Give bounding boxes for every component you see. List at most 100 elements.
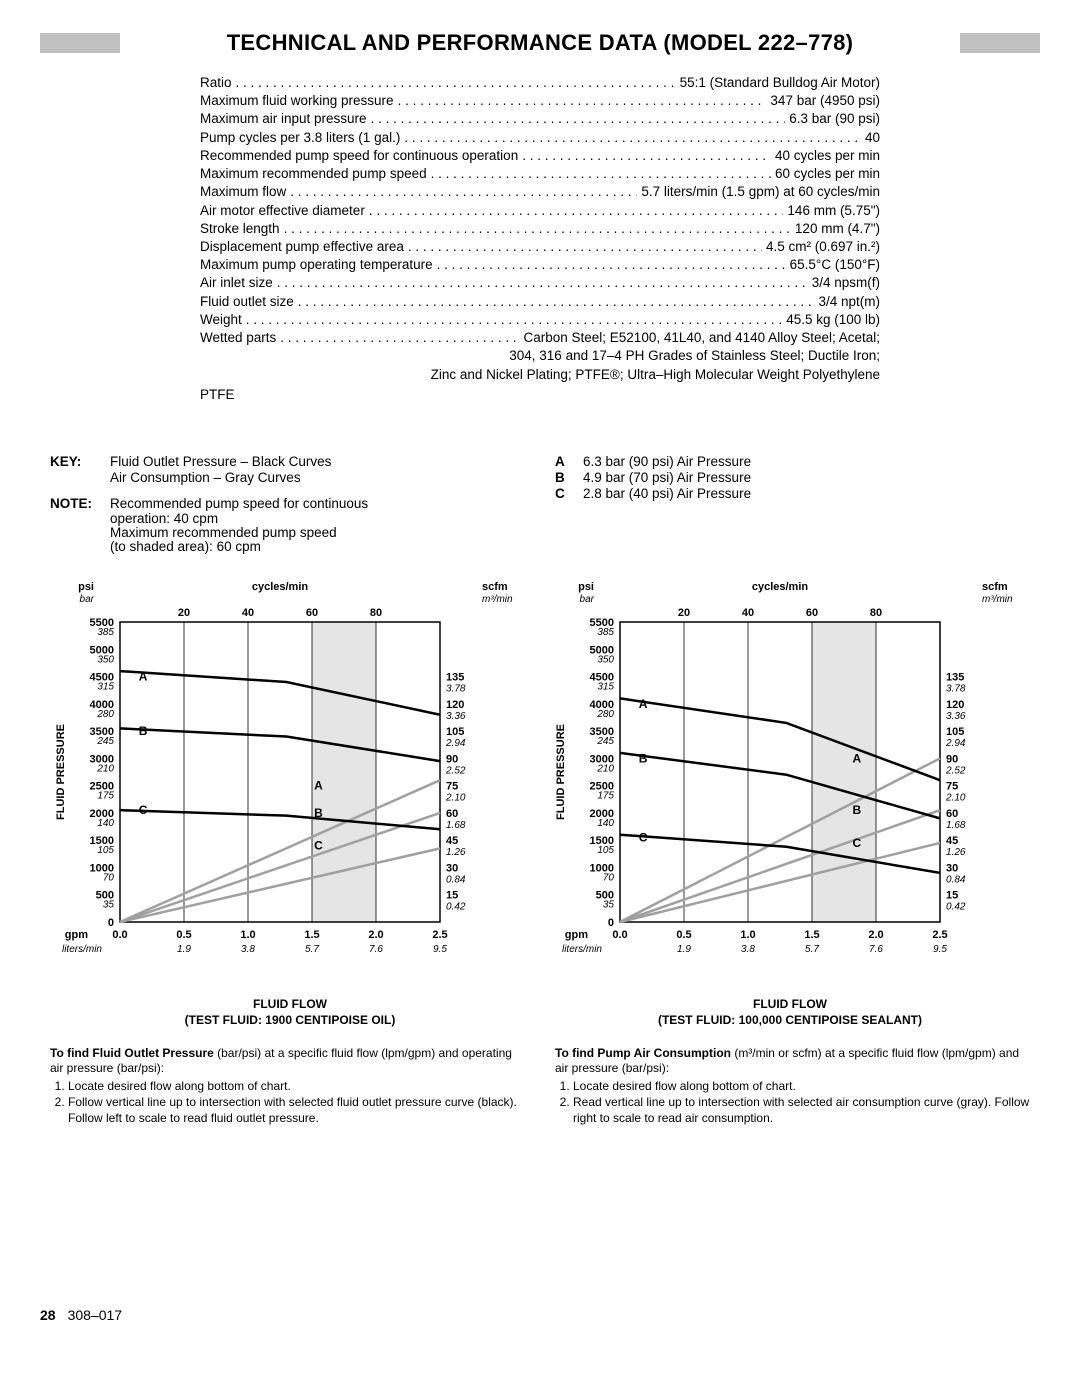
svg-text:1.68: 1.68 <box>446 820 466 831</box>
svg-text:A: A <box>639 697 648 711</box>
note-line-3: (to shaded area): 60 cpm <box>110 539 525 554</box>
spec-dots <box>371 110 786 128</box>
instr-left-bold: To find Fluid Outlet Pressure <box>50 1046 214 1060</box>
svg-text:FLUID PRESSURE: FLUID PRESSURE <box>55 724 67 820</box>
spec-label: Recommended pump speed for continuous op… <box>200 147 518 165</box>
chart2-svg: psibarcycles/minscfmm³/min20406080550050… <box>550 576 1030 986</box>
spec-dots <box>408 238 762 256</box>
chart2-caption2: (TEST FLUID: 100,000 CENTIPOISE SEALANT) <box>550 1013 1030 1029</box>
spec-value: 55:1 (Standard Bulldog Air Motor) <box>680 74 880 92</box>
spec-label: Wetted parts <box>200 329 276 347</box>
spec-dots <box>246 311 782 329</box>
svg-text:2.10: 2.10 <box>445 793 466 804</box>
svg-text:120: 120 <box>446 699 464 711</box>
title-row: TECHNICAL AND PERFORMANCE DATA (MODEL 22… <box>40 30 1040 56</box>
svg-text:60: 60 <box>806 607 818 619</box>
svg-text:0: 0 <box>108 917 114 929</box>
spec-row: Maximum air input pressure6.3 bar (90 ps… <box>200 110 880 128</box>
svg-text:245: 245 <box>96 736 114 747</box>
svg-text:210: 210 <box>596 763 614 774</box>
svg-text:7.6: 7.6 <box>869 944 883 955</box>
svg-text:5.7: 5.7 <box>805 944 819 955</box>
note-line-0: Recommended pump speed for continuous <box>110 496 525 511</box>
svg-text:bar: bar <box>580 594 595 605</box>
svg-text:3.78: 3.78 <box>446 683 466 694</box>
svg-text:60: 60 <box>946 808 958 820</box>
chart-left: psibarcycles/minscfmm³/min20406080550050… <box>50 576 530 1028</box>
svg-text:2.94: 2.94 <box>945 738 966 749</box>
spec-row: Wetted parts Carbon Steel; E52100, 41L40,… <box>200 329 880 347</box>
svg-text:2.5: 2.5 <box>432 929 447 941</box>
spec-row: Recommended pump speed for continuous op… <box>200 147 880 165</box>
svg-text:9.5: 9.5 <box>933 944 947 955</box>
svg-text:210: 210 <box>96 763 114 774</box>
svg-text:105: 105 <box>446 726 464 738</box>
spec-value: 65.5°C (150°F) <box>790 256 880 274</box>
svg-text:40: 40 <box>242 607 254 619</box>
spec-row: Maximum recommended pump speed60 cycles … <box>200 165 880 183</box>
spec-dots <box>437 256 786 274</box>
svg-text:90: 90 <box>446 753 458 765</box>
abc-value: 4.9 bar (70 psi) Air Pressure <box>583 470 1030 485</box>
abc-value: 6.3 bar (90 psi) Air Pressure <box>583 454 1030 469</box>
page-footer: 28308–017 <box>40 1307 1040 1323</box>
ptfe-line: PTFE <box>200 386 880 404</box>
spec-row: Ratio55:1 (Standard Bulldog Air Motor) <box>200 74 880 92</box>
spec-value: Carbon Steel; E52100, 41L40, and 4140 Al… <box>523 329 880 347</box>
svg-text:bar: bar <box>80 594 95 605</box>
abc-value: 2.8 bar (40 psi) Air Pressure <box>583 486 1030 501</box>
svg-text:2.10: 2.10 <box>945 793 966 804</box>
svg-text:scfm: scfm <box>482 581 508 593</box>
svg-text:m³/min: m³/min <box>482 594 513 605</box>
page-title: TECHNICAL AND PERFORMANCE DATA (MODEL 22… <box>120 30 960 56</box>
svg-text:1.68: 1.68 <box>946 820 966 831</box>
key-line-1: Air Consumption – Gray Curves <box>110 470 525 485</box>
svg-text:3.8: 3.8 <box>741 944 755 955</box>
abc-row: B4.9 bar (70 psi) Air Pressure <box>555 470 1030 485</box>
svg-text:105: 105 <box>597 845 614 856</box>
svg-text:C: C <box>314 839 323 853</box>
spec-value: 3/4 npsm(f) <box>812 274 880 292</box>
svg-text:2.0: 2.0 <box>368 929 383 941</box>
svg-text:0.0: 0.0 <box>612 929 627 941</box>
svg-text:3.36: 3.36 <box>446 711 466 722</box>
spec-dots <box>284 220 791 238</box>
svg-text:45: 45 <box>446 835 458 847</box>
spec-label: Air motor effective diameter <box>200 202 365 220</box>
chart1-svg: psibarcycles/minscfmm³/min20406080550050… <box>50 576 530 986</box>
chart1-caption1: FLUID FLOW <box>50 997 530 1013</box>
spec-value: 146 mm (5.75") <box>787 202 880 220</box>
svg-text:5.7: 5.7 <box>305 944 319 955</box>
spec-label: Weight <box>200 311 242 329</box>
svg-text:liters/min: liters/min <box>562 944 602 955</box>
svg-text:cycles/min: cycles/min <box>752 581 809 593</box>
svg-text:30: 30 <box>446 862 458 874</box>
spec-label: Air inlet size <box>200 274 273 292</box>
svg-text:0.5: 0.5 <box>176 929 191 941</box>
instruction-item: Follow vertical line up to intersection … <box>68 1095 525 1126</box>
svg-text:90: 90 <box>946 753 958 765</box>
spec-row: Maximum pump operating temperature65.5°C… <box>200 256 880 274</box>
spec-dots <box>290 183 637 201</box>
spec-row: Stroke length120 mm (4.7") <box>200 220 880 238</box>
spec-row: Air motor effective diameter 146 mm (5.75… <box>200 202 880 220</box>
svg-text:C: C <box>139 803 148 817</box>
svg-text:2.5: 2.5 <box>932 929 947 941</box>
spec-row: Weight45.5 kg (100 lb) <box>200 311 880 329</box>
chart1-caption2: (TEST FLUID: 1900 CENTIPOISE OIL) <box>50 1013 530 1029</box>
spec-label: Maximum recommended pump speed <box>200 165 427 183</box>
svg-text:scfm: scfm <box>982 581 1008 593</box>
spec-label: Maximum fluid working pressure <box>200 92 394 110</box>
svg-text:B: B <box>639 751 648 765</box>
svg-text:2.52: 2.52 <box>945 765 966 776</box>
abc-row: C2.8 bar (40 psi) Air Pressure <box>555 486 1030 501</box>
specs-block: Ratio55:1 (Standard Bulldog Air Motor)Ma… <box>200 74 880 404</box>
svg-text:1.26: 1.26 <box>446 847 466 858</box>
spec-dots <box>369 202 784 220</box>
svg-text:2.52: 2.52 <box>445 765 466 776</box>
svg-text:20: 20 <box>178 607 190 619</box>
svg-text:1.5: 1.5 <box>304 929 319 941</box>
svg-text:0: 0 <box>608 917 614 929</box>
instructions-left: To find Fluid Outlet Pressure (bar/psi) … <box>50 1046 525 1127</box>
svg-text:psi: psi <box>578 581 594 593</box>
